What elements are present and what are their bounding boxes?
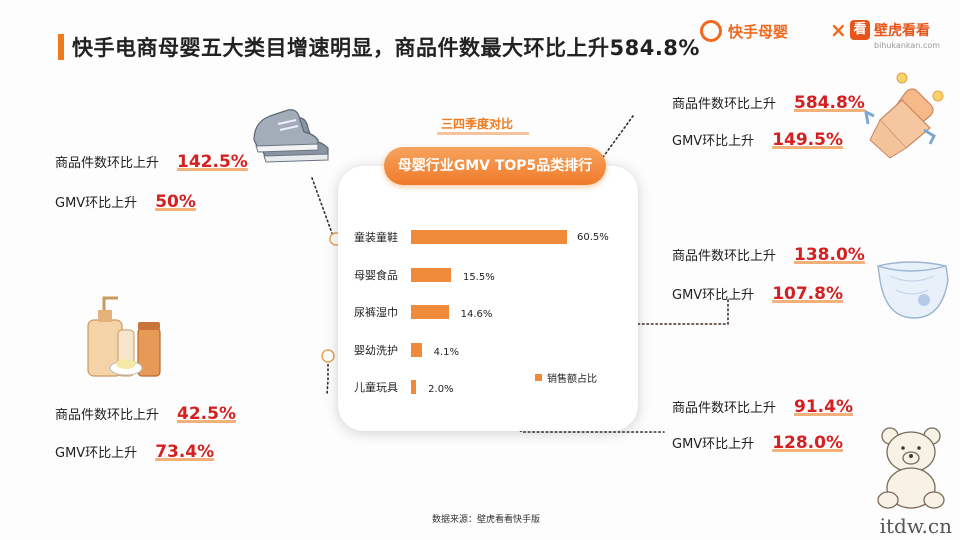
callout-toiletries-item-stat: 商品件数环比上升 42.5%	[55, 404, 236, 424]
callout-bottle-item-value: 584.8%	[794, 93, 865, 113]
callout-bottle-gmv-value: 149.5%	[772, 130, 843, 150]
callout-bear-gmv-value: 128.0%	[772, 433, 843, 453]
value-label: 60.5%	[577, 232, 609, 243]
callout-toiletries-gmv-stat: GMV环比上升 73.4%	[55, 442, 214, 462]
category-label: 儿童玩具	[354, 381, 398, 394]
callout-bear-item-stat: 商品件数环比上升 91.4%	[672, 397, 853, 417]
legend-swatch	[535, 374, 542, 381]
callout-shoes-item-stat: 商品件数环比上升 142.5%	[55, 152, 248, 172]
connector-diaper	[529, 299, 729, 325]
bar	[411, 230, 567, 244]
callout-bear-gmv-stat: GMV环比上升 128.0%	[672, 433, 843, 453]
category-label: 尿裤湿巾	[354, 306, 398, 319]
category-label: 婴幼洗护	[354, 343, 398, 357]
connector-shoes	[311, 177, 334, 237]
callout-shoes-gmv-stat: GMV环比上升 50%	[55, 192, 196, 212]
bar	[411, 380, 417, 394]
value-label: 15.5%	[462, 271, 495, 283]
bihukankan-logo: 看 壁虎看看 bihukankan.com	[850, 20, 940, 50]
callout-toiletries-item-label: 商品件数环比上升	[55, 408, 160, 423]
data-source: 数据来源：壁虎看看快手版	[432, 515, 541, 525]
callout-toiletries-gmv-label: GMV环比上升	[55, 446, 138, 461]
chart-title: 母婴行业GMV TOP5品类排行	[384, 147, 606, 185]
callout-diaper-gmv-stat: GMV环比上升 107.8%	[672, 284, 843, 304]
callout-toiletries-item-value: 42.5%	[177, 404, 236, 424]
callout-shoes-gmv-label: GMV环比上升	[55, 196, 138, 211]
title-accent-bar	[58, 34, 64, 60]
bihukankan-url: bihukankan.com	[874, 41, 940, 50]
brand-cross: ×	[830, 18, 847, 42]
bar	[411, 267, 451, 282]
chart-subtitle: 三四季度对比	[441, 117, 514, 131]
watermark: itdw.cn	[879, 514, 952, 538]
callout-diaper-gmv-label: GMV环比上升	[672, 288, 755, 303]
chart-subtitle-underline	[437, 132, 529, 135]
callout-diaper-item-stat: 商品件数环比上升 138.0%	[672, 245, 865, 265]
category-label: 母婴食品	[354, 268, 398, 282]
callout-diaper-gmv-value: 107.8%	[772, 284, 843, 304]
callout-toiletries-gmv-value: 73.4%	[155, 442, 215, 462]
bar	[411, 342, 422, 357]
kuaishou-brand-text: 快手母婴	[728, 22, 789, 41]
callout-shoes-item-value: 142.5%	[177, 152, 248, 172]
baby-shoes-icon	[253, 109, 329, 163]
callout-bear-item-value: 91.4%	[794, 397, 853, 417]
chart-card	[338, 166, 638, 431]
value-label: 4.1%	[433, 346, 459, 358]
chart-legend: 销售额占比	[535, 370, 597, 385]
kuaishou-logo-icon	[700, 20, 722, 42]
callout-bottle-item-stat: 商品件数环比上升 584.8%	[672, 93, 865, 113]
value-label: 2.0%	[428, 384, 454, 395]
callout-bottle-gmv-stat: GMV环比上升 149.5%	[672, 130, 843, 150]
callout-bear-gmv-label: GMV环比上升	[672, 437, 755, 452]
callout-bottle-gmv-label: GMV环比上升	[672, 134, 755, 149]
callout-shoes-item-label: 商品件数环比上升	[55, 156, 160, 171]
callout-shoes-gmv-value: 50%	[155, 192, 196, 212]
category-label: 童装童鞋	[354, 231, 398, 244]
bihukankan-badge-icon: 看	[850, 20, 870, 40]
baby-toiletries-icon	[87, 296, 161, 377]
callout-bottle-item-label: 商品件数环比上升	[672, 97, 777, 112]
baby-bottle-icon	[864, 72, 944, 159]
diaper-icon	[877, 261, 949, 319]
connector-node-toiletries	[321, 349, 335, 363]
callout-diaper-item-value: 138.0%	[794, 245, 865, 265]
callout-bear-item-label: 商品件数环比上升	[672, 401, 777, 416]
kuaishou-muying-logo: 快手母婴	[700, 20, 788, 42]
bar	[411, 305, 449, 319]
page-title: 快手电商母婴五大类目增速明显，商品件数最大环比上升584.8%	[72, 36, 700, 60]
connector-toiletries	[326, 359, 329, 396]
bihukankan-brand-text: 壁虎看看	[874, 23, 930, 39]
legend-label: 销售额占比	[547, 374, 597, 385]
teddy-bear-icon	[877, 427, 945, 509]
value-label: 14.6%	[460, 309, 493, 320]
callout-diaper-item-label: 商品件数环比上升	[672, 249, 777, 264]
